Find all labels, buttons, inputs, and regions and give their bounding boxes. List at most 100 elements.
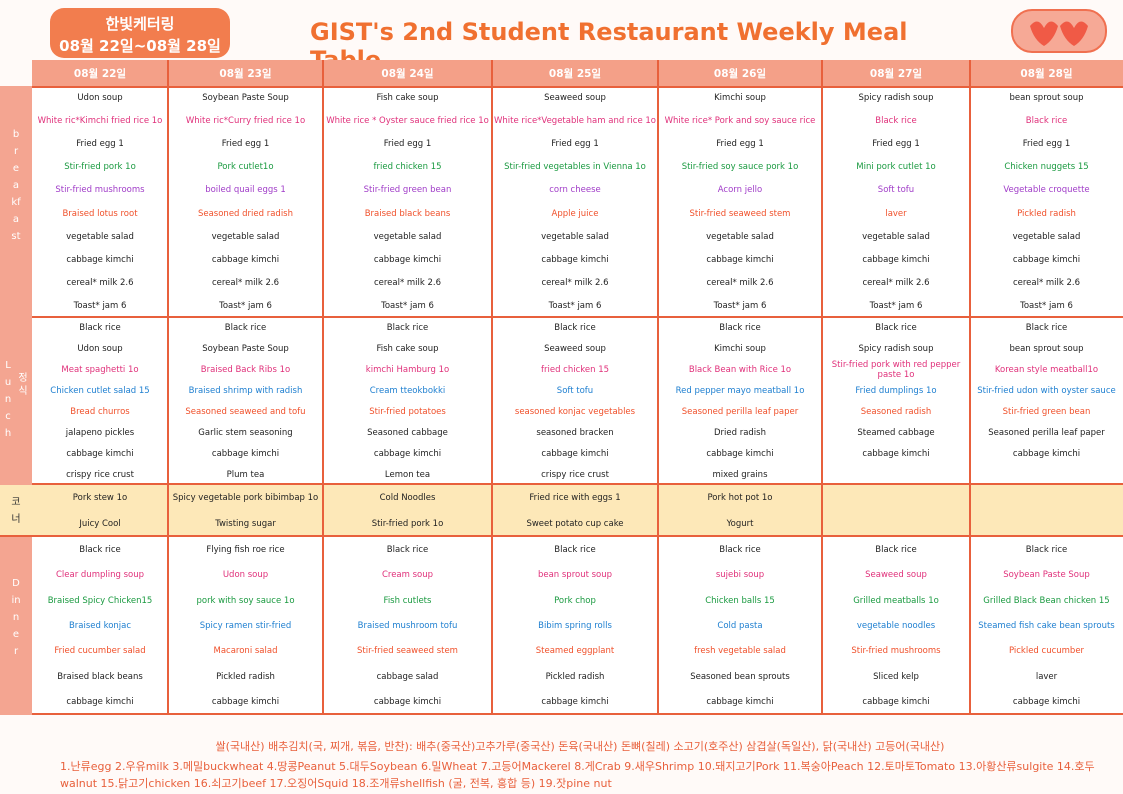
menu-item: Fried egg 1	[383, 138, 432, 149]
menu-item: crispy rice crust	[66, 469, 134, 480]
menu-item: Black rice	[386, 323, 429, 334]
menu-item: Mini pork cutlet 1o	[856, 162, 936, 173]
menu-item: Cold pasta	[717, 620, 763, 631]
section-label: 코너	[11, 497, 21, 525]
menu-item: Yogurt	[726, 519, 754, 529]
menu-item: vegetable salad	[541, 231, 609, 242]
menu-item: Black rice	[875, 323, 917, 334]
menu-item: Korean style meatball1o	[994, 365, 1099, 376]
menu-item: Pork cutlet1o	[217, 162, 274, 173]
caterer: 한빛케터링	[105, 15, 175, 33]
menu-item: cabbage kimchi	[541, 254, 609, 265]
menu-item: Sliced kelp	[873, 671, 919, 682]
menu-item: crispy rice crust	[541, 469, 609, 480]
menu-item: Black rice	[79, 544, 121, 555]
menu-item: cabbage kimchi	[66, 448, 134, 459]
menu-item: Black rice	[554, 323, 596, 334]
menu-item: cereal* milk 2.6	[66, 278, 134, 289]
menu-item: Stir-fried green bean	[363, 185, 452, 196]
menu-item: cabbage kimchi	[706, 697, 774, 708]
menu-item: Steamed fish cake bean sprouts	[978, 620, 1115, 631]
menu-item: Braised shrimp with radish	[188, 386, 303, 397]
menu-item: Steamed eggplant	[535, 646, 615, 657]
menu-item: White rice* Pork and soy sauce rice	[664, 115, 816, 126]
menu-item: Black rice	[386, 544, 429, 555]
menu-item: sujebi soup	[715, 570, 765, 581]
menu-item: Fried egg 1	[221, 138, 270, 149]
menu-item: Bibim spring rolls	[538, 620, 612, 631]
menu-item: Cold Noodles	[379, 493, 436, 503]
menu-item: vegetable salad	[66, 231, 134, 242]
menu-item: Stir-fried soy sauce pork 1o	[681, 162, 799, 173]
menu-item: Bread churros	[70, 406, 130, 417]
menu-item: Toast* jam 6	[73, 301, 127, 312]
menu-item: cabbage kimchi	[1012, 697, 1081, 708]
menu-item: cabbage salad	[376, 671, 439, 682]
menu-item: Braised Back Ribs 1o	[200, 365, 291, 376]
menu-item: cabbage kimchi	[373, 254, 442, 265]
menu-item: Fried cucumber salad	[54, 646, 146, 657]
menu-item: Braised mushroom tofu	[357, 620, 458, 631]
menu-item: Spicy vegetable pork bibimbap 1o	[172, 493, 319, 503]
menu-item: Steamed cabbage	[857, 427, 935, 438]
menu-item: Soybean Paste Soup	[202, 92, 289, 103]
menu-item: Fried egg 1	[76, 138, 124, 149]
menu-item: Stir-fried seaweed stem	[357, 646, 458, 657]
menu-item: Fried egg 1	[872, 138, 920, 149]
menu-item: Toast* jam 6	[381, 301, 434, 312]
menu-item: vegetable salad	[373, 231, 442, 242]
menu-item: cabbage kimchi	[541, 697, 609, 708]
menu-item: Black rice	[875, 544, 917, 555]
menu-item: White rice * Oyster sauce fried rice 1o	[326, 115, 489, 126]
menu-item: Pork chop	[554, 595, 596, 606]
day-header: 08월 28일	[1020, 67, 1073, 80]
day-header: 08월 27일	[869, 67, 923, 80]
menu-item: Plum tea	[226, 469, 265, 480]
menu-item: Seasoned seaweed and tofu	[185, 406, 306, 417]
section-label: Lunch	[4, 359, 12, 439]
menu-item: cereal* milk 2.6	[541, 278, 609, 289]
menu-item: Fried rice with eggs 1	[529, 493, 621, 503]
menu-item: cereal* milk 2.6	[211, 278, 280, 289]
section-label: breakfast	[11, 128, 21, 242]
column-line	[491, 60, 493, 715]
menu-item: Black Bean with Rice 1o	[688, 365, 792, 376]
menu-item: Toast* jam 6	[713, 301, 767, 312]
menu-item: Dried radish	[713, 427, 766, 438]
menu-item: Chicken nuggets 15	[1004, 162, 1089, 173]
section-label: 정식	[18, 372, 28, 397]
day-header: 08월 25일	[548, 67, 602, 80]
column-line	[167, 60, 169, 715]
menu-item: Apple juice	[551, 208, 599, 219]
menu-item: cabbage kimchi	[1012, 254, 1081, 265]
menu-item: cabbage kimchi	[211, 448, 280, 459]
menu-item: Cream tteokbokki	[369, 386, 446, 397]
menu-item: cabbage kimchi	[706, 448, 774, 459]
menu-item: Seasoned perilla leaf paper	[681, 406, 799, 417]
menu-item: cereal* milk 2.6	[706, 278, 774, 289]
menu-item: cabbage kimchi	[706, 254, 774, 265]
section-label-bg	[0, 485, 32, 537]
menu-item: White ric*Curry fried rice 1o	[185, 115, 306, 126]
menu-item: Braised konjac	[68, 620, 132, 631]
menu-item: cabbage kimchi	[541, 448, 609, 459]
hearts-decoration	[1011, 9, 1107, 53]
menu-item: Pickled radish	[1017, 208, 1076, 219]
table-top-line	[32, 86, 1123, 88]
menu-item: Chicken cutlet salad 15	[50, 386, 150, 397]
menu-item: Braised black beans	[57, 671, 143, 682]
menu-item: Vegetable croquette	[1003, 185, 1090, 196]
menu-item: bean sprout soup	[537, 570, 613, 581]
menu-item: Seasoned radish	[860, 406, 932, 417]
menu-item: cabbage kimchi	[211, 697, 280, 708]
menu-item: Black rice	[719, 323, 761, 334]
menu-item: Lemon tea	[384, 469, 431, 480]
menu-item: fried chicken 15	[373, 162, 442, 173]
menu-item: Soft tofu	[556, 386, 594, 397]
menu-item: Seasoned perilla leaf paper	[988, 427, 1105, 438]
menu-item: Kimchi soup	[714, 344, 766, 355]
menu-item: cereal* milk 2.6	[862, 278, 930, 289]
menu-item: Stir-fried seaweed stem	[689, 208, 791, 219]
menu-item: Cream soup	[381, 570, 434, 581]
menu-item: Garlic stem seasoning	[198, 427, 293, 438]
